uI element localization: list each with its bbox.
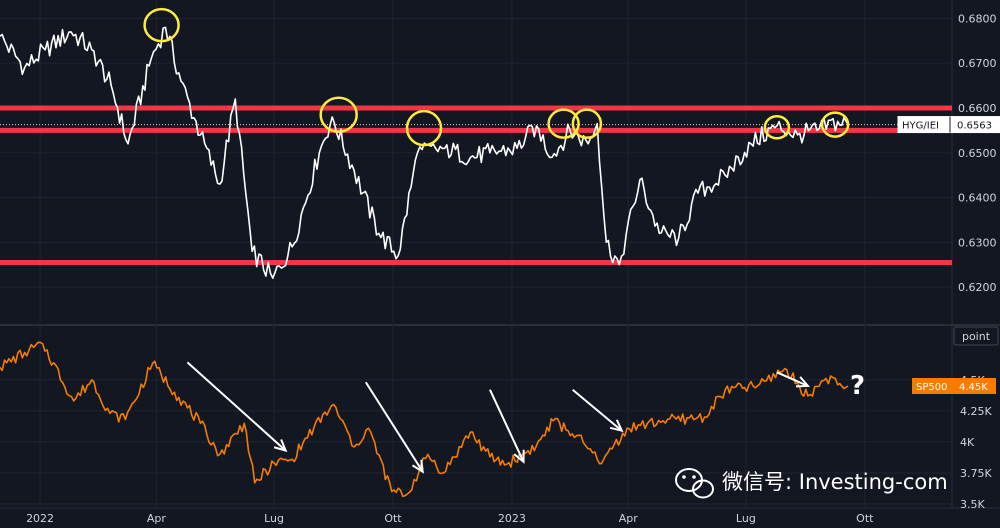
- highlight-circle: [547, 108, 580, 139]
- x-tick-label: Ott: [856, 512, 874, 525]
- grid: [0, 0, 1000, 509]
- sp500-pane: [0, 341, 849, 498]
- last-value-tags: HYG/IEI 0.6563 SP500 4.45K: [897, 116, 1000, 394]
- resistance-support-lines: [0, 105, 952, 265]
- highlight-circle: [143, 7, 180, 43]
- y-tick-label: 3.75K: [960, 467, 992, 480]
- question-mark-annotation: ?: [850, 371, 865, 401]
- y-tick-label: 0.6600: [958, 102, 997, 115]
- trend-arrow: [186, 361, 288, 453]
- highlight-circle: [820, 111, 850, 138]
- x-tick-label: 2023: [498, 512, 526, 525]
- x-tick-label: Apr: [147, 512, 167, 525]
- axis-mode-button[interactable]: point: [953, 326, 999, 346]
- y-tick-label: 0.6200: [958, 281, 997, 294]
- watermark: 微信号: Investing-com: [675, 468, 948, 499]
- x-tick-label: Lug: [736, 512, 756, 525]
- hyg-iei-tag-label: HYG/IEI: [902, 121, 939, 132]
- y-tick-label: 0.6700: [958, 57, 997, 70]
- trend-arrow: [489, 389, 525, 464]
- sp500-value-tag: SP500 4.45K: [912, 377, 996, 394]
- x-tick-label: Ott: [384, 512, 402, 525]
- watermark-text: 微信号: Investing-com: [722, 470, 948, 494]
- x-tick-label: Apr: [619, 512, 639, 525]
- trend-arrows: [186, 361, 811, 474]
- y-tick-label: 0.6400: [958, 192, 997, 205]
- y-tick-label: 4.25K: [960, 405, 992, 418]
- sp500-line: [0, 341, 849, 498]
- x-tick-label: Lug: [264, 512, 284, 525]
- x-tick-label: 2022: [26, 512, 54, 525]
- hyg-iei-tag-value: 0.6563: [957, 121, 992, 132]
- sp500-tag-value: 4.45K: [959, 382, 988, 393]
- sp500-tag-label: SP500: [916, 382, 947, 393]
- axis-mode-label: point: [962, 330, 991, 343]
- y-tick-label: 3.5K: [960, 498, 985, 511]
- trend-arrow: [776, 371, 811, 388]
- y-tick-label: 0.6800: [958, 12, 997, 25]
- highlight-circle: [405, 109, 443, 147]
- trend-arrow: [572, 388, 624, 433]
- highlight-circles: [143, 7, 850, 147]
- y-tick-label: 4K: [960, 436, 975, 449]
- highlight-circle: [319, 96, 358, 133]
- trend-arrow: [364, 381, 424, 474]
- wechat-icon: [675, 468, 714, 499]
- y-tick-label: 0.6300: [958, 236, 997, 249]
- hyg-iei-value-tag: HYG/IEI 0.6563: [897, 116, 1000, 134]
- y-tick-label: 0.6500: [958, 147, 997, 160]
- highlight-circle: [571, 108, 603, 139]
- highlight-circle: [763, 115, 791, 140]
